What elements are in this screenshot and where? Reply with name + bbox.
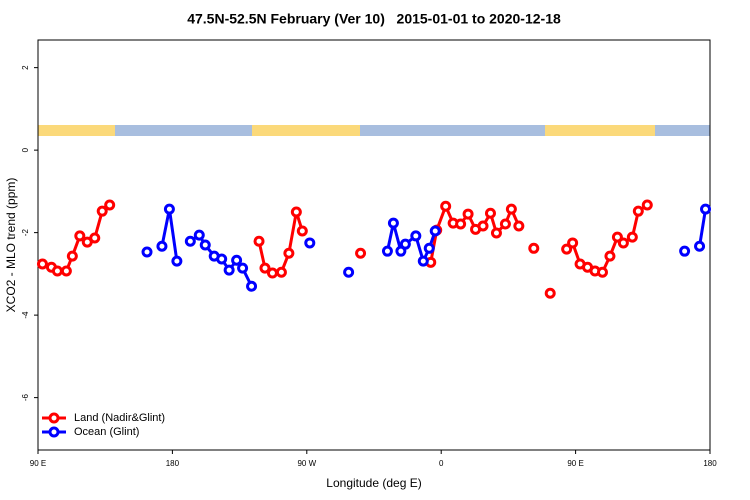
data-point xyxy=(223,264,235,276)
data-point xyxy=(499,218,511,230)
data-point xyxy=(490,227,502,239)
data-point xyxy=(163,203,175,215)
data-point xyxy=(104,199,116,211)
data-point xyxy=(74,230,86,242)
y-tick-label: -6 xyxy=(21,394,30,402)
data-point xyxy=(544,287,556,299)
land-ocean-strip xyxy=(38,125,710,136)
data-point xyxy=(296,225,308,237)
data-point xyxy=(632,205,644,217)
data-point xyxy=(266,267,278,279)
data-point xyxy=(387,217,399,229)
series-line xyxy=(698,208,708,247)
data-point xyxy=(462,208,474,220)
data-point xyxy=(259,262,271,274)
data-point xyxy=(626,231,638,243)
data-point xyxy=(275,266,287,278)
data-point xyxy=(253,235,265,247)
data-point xyxy=(399,238,411,250)
plot-frame xyxy=(37,39,711,451)
data-point xyxy=(355,247,367,259)
data-point xyxy=(184,235,196,247)
x-tick-label: 180 xyxy=(703,459,717,468)
data-point xyxy=(604,250,616,262)
data-point xyxy=(199,239,211,251)
data-point xyxy=(429,225,441,237)
data-point xyxy=(66,250,78,262)
data-point xyxy=(679,245,691,257)
chart-title: 47.5N-52.5N February (Ver 10) 2015-01-01… xyxy=(187,11,561,27)
data-point xyxy=(381,245,393,257)
data-point xyxy=(513,220,525,232)
x-tick-label: 180 xyxy=(166,459,180,468)
data-point xyxy=(417,255,429,267)
data-point xyxy=(617,237,629,249)
data-point xyxy=(290,206,302,218)
x-tick-label: 90 E xyxy=(567,459,583,468)
x-axis-label: Longitude (deg E) xyxy=(326,476,421,490)
data-point xyxy=(700,203,712,215)
x-tick-label: 90 E xyxy=(30,459,46,468)
data-point xyxy=(193,229,205,241)
data-point xyxy=(51,265,63,277)
data-point xyxy=(237,262,249,274)
legend-label: Land (Nadir&Glint) xyxy=(74,412,165,424)
data-point xyxy=(283,247,295,259)
y-tick-label: 0 xyxy=(21,147,30,152)
data-point xyxy=(694,240,706,252)
data-point xyxy=(561,243,573,255)
data-point xyxy=(528,242,540,254)
legend-label: Ocean (Glint) xyxy=(74,426,139,438)
data-point xyxy=(410,230,422,242)
data-point xyxy=(304,237,316,249)
data-point xyxy=(60,265,72,277)
data-point xyxy=(89,232,101,244)
data-point xyxy=(231,254,243,266)
y-tick-label: 2 xyxy=(21,65,30,70)
data-point xyxy=(36,258,48,270)
y-tick-label: -2 xyxy=(21,229,30,237)
series-line xyxy=(385,222,437,266)
data-point xyxy=(484,207,496,219)
data-point xyxy=(246,280,258,292)
data-point xyxy=(567,237,579,249)
x-tick-label: 0 xyxy=(439,459,444,468)
series-line xyxy=(160,208,179,262)
y-tick-label: -4 xyxy=(21,311,30,319)
data-point xyxy=(141,246,153,258)
legend-marker xyxy=(48,426,60,438)
data-point xyxy=(216,253,228,265)
data-point xyxy=(477,220,489,232)
data-point xyxy=(641,199,653,211)
data-point xyxy=(596,266,608,278)
data-point xyxy=(343,266,355,278)
y-axis-label: XCO2 - MLO trend (ppm) xyxy=(4,178,18,313)
data-point xyxy=(171,255,183,267)
x-tick-label: 90 W xyxy=(297,459,316,468)
legend-marker xyxy=(48,412,60,424)
data-point xyxy=(96,205,108,217)
data-point xyxy=(423,242,435,254)
data-point xyxy=(440,200,452,212)
data-point xyxy=(156,240,168,252)
data-point xyxy=(455,218,467,230)
data-point xyxy=(505,203,517,215)
